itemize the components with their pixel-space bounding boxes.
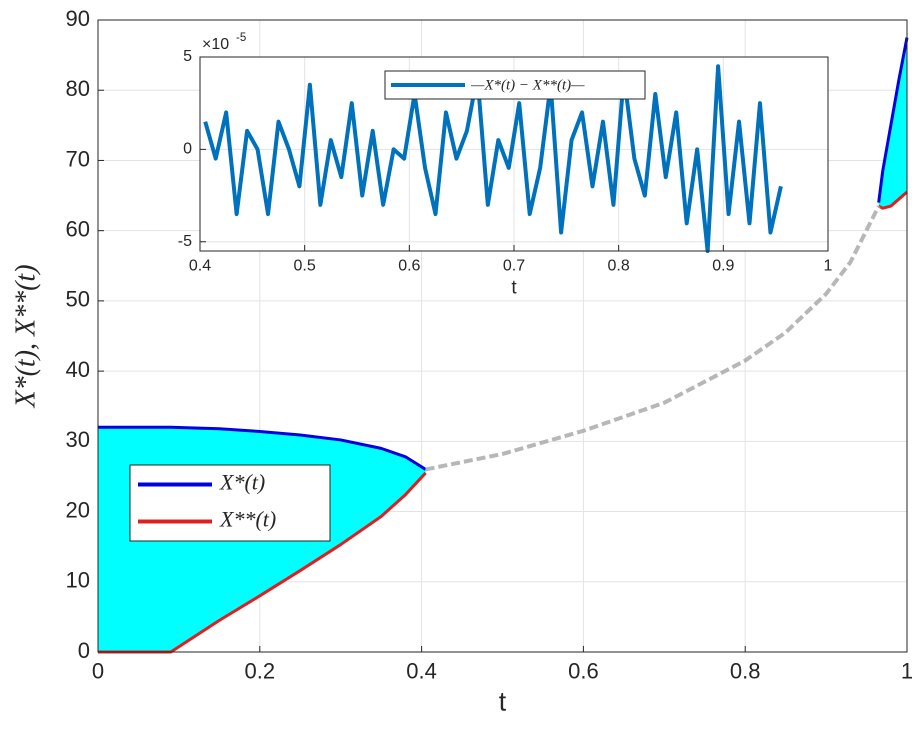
y-tick-label: 90 (66, 6, 90, 31)
line-series (203, 64, 783, 253)
x-tick-label: 0.2 (245, 659, 276, 684)
x-tick-label: 0 (92, 659, 104, 684)
y-axis-label: X*(t), X**(t) (10, 264, 41, 408)
x-tick-label: 0.4 (406, 659, 437, 684)
line-series (98, 190, 908, 654)
chart: 0.4 0.5 0.6 0.7 0.8 0.9 1 -5 0 5 t ×10 -5 —X*(t) − X*… (178, 32, 833, 299)
line-series (98, 37, 909, 471)
x-tick-label: 0.9 (712, 257, 734, 274)
y-tick-label: 0 (78, 638, 90, 663)
x-tick-label: 0.6 (568, 659, 599, 684)
x-tick-label: 0.8 (608, 257, 630, 274)
legend-box (129, 464, 331, 542)
y-tick-label: 0 (183, 141, 192, 158)
legend-label: X**(t) (219, 507, 276, 532)
x-tick-label: 0.4 (189, 257, 211, 274)
y-tick-label: 5 (183, 48, 192, 65)
x-tick-label: 0.6 (398, 257, 420, 274)
y-tick-label: 40 (66, 357, 90, 382)
y-tick-label: 20 (66, 497, 90, 522)
y-tick-label: 50 (66, 287, 90, 312)
x-tick-label: 1 (901, 659, 912, 684)
y-tick-label: 80 (66, 76, 90, 101)
axes-frame (199, 56, 829, 252)
x-tick-label: 0.8 (730, 659, 761, 684)
y-tick-label: 70 (66, 146, 90, 171)
x-tick-label: 0.7 (503, 257, 525, 274)
x-axis-label: t (499, 687, 507, 717)
y-tick-label: 10 (66, 568, 90, 593)
axes-frame (97, 19, 908, 653)
line-series (425, 205, 881, 472)
x-tick-label: 0.5 (294, 257, 316, 274)
y-tick-label: -5 (178, 233, 192, 250)
y-multiplier-exponent: -5 (236, 32, 246, 44)
y-multiplier: ×10 (202, 36, 229, 53)
x-axis-label: t (511, 278, 517, 299)
legend-label: —X*(t) − X**(t)— (470, 77, 585, 93)
y-tick-label: 30 (66, 427, 90, 452)
x-tick-label: 1 (824, 257, 833, 274)
legend-label: X*(t) (219, 470, 265, 495)
y-tick-label: 60 (66, 216, 90, 241)
